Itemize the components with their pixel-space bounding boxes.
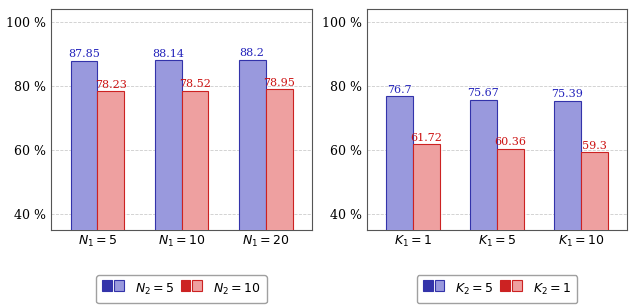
Bar xyxy=(97,91,124,306)
Legend: $N_2{=}5$, $N_2{=}10$: $N_2{=}5$, $N_2{=}10$ xyxy=(96,275,267,303)
Bar xyxy=(497,148,524,306)
Text: 76.7: 76.7 xyxy=(387,85,412,95)
Text: 88.14: 88.14 xyxy=(152,49,184,58)
Bar xyxy=(386,96,413,306)
Text: 75.39: 75.39 xyxy=(552,89,584,99)
Bar xyxy=(239,60,266,306)
Bar xyxy=(470,100,497,306)
Text: 78.23: 78.23 xyxy=(95,80,127,90)
Text: 87.85: 87.85 xyxy=(68,50,100,59)
Bar xyxy=(155,60,182,306)
Text: 60.36: 60.36 xyxy=(494,137,526,147)
Text: 78.95: 78.95 xyxy=(263,78,295,88)
Text: 61.72: 61.72 xyxy=(410,133,442,143)
Bar xyxy=(413,144,440,306)
Bar xyxy=(70,61,97,306)
Text: 88.2: 88.2 xyxy=(240,48,264,58)
Bar xyxy=(182,91,209,306)
Text: 75.67: 75.67 xyxy=(468,88,499,98)
Legend: $K_2{=}5$, $K_2{=}1$: $K_2{=}5$, $K_2{=}1$ xyxy=(417,275,577,303)
Bar xyxy=(554,101,581,306)
Bar xyxy=(266,89,292,306)
Text: 59.3: 59.3 xyxy=(582,141,607,151)
Bar xyxy=(581,152,608,306)
Text: 78.52: 78.52 xyxy=(179,79,211,89)
